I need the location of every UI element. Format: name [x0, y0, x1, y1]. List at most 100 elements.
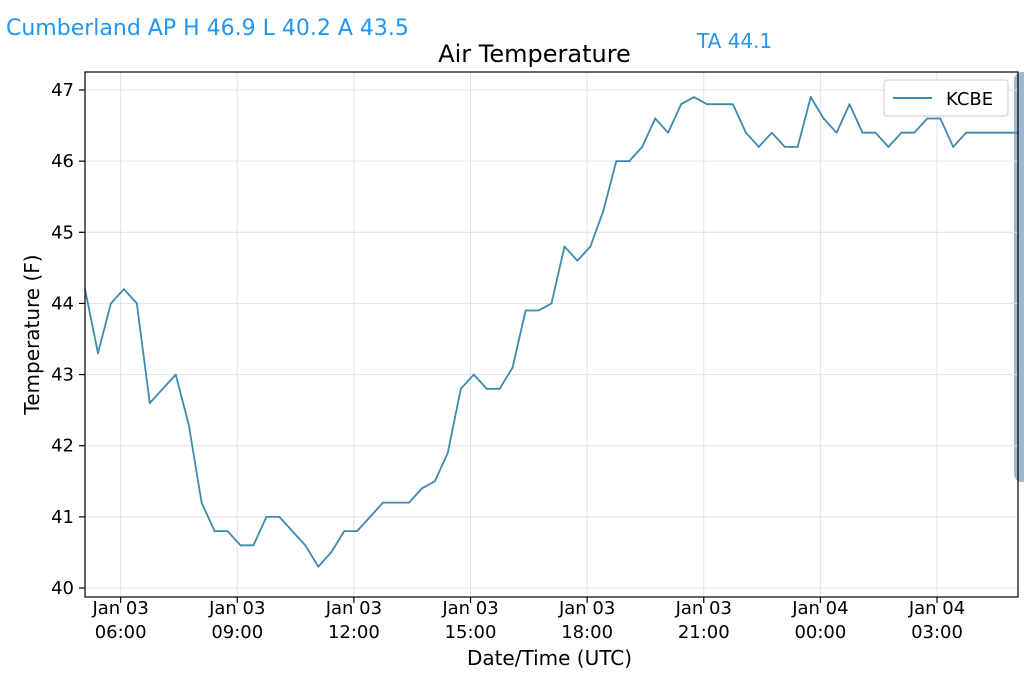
series-point	[706, 103, 708, 106]
series-point	[511, 366, 514, 369]
y-tick-layer: 40 41 42 43 44 45 46 47	[51, 80, 85, 599]
station-summary: Cumberland AP H 46.9 L 40.2 A 43.5	[6, 16, 409, 41]
series-point	[939, 117, 942, 120]
series-point	[278, 515, 281, 518]
series-point	[433, 480, 436, 483]
x-tick-time-label: 21:00	[678, 622, 730, 643]
series-point	[498, 387, 501, 390]
series-point	[330, 551, 333, 554]
y-tick-label: 41	[51, 507, 74, 528]
series-point	[174, 373, 177, 376]
series-point	[822, 117, 825, 120]
series-point	[122, 288, 125, 291]
plot-frame	[84, 71, 1019, 598]
series-point	[317, 565, 320, 568]
x-tick-date-label: Jan 03	[325, 598, 382, 619]
x-tick-date-label: Jan 03	[675, 598, 732, 619]
series-point	[485, 387, 488, 390]
series-layer	[84, 96, 1019, 568]
x-tick-date-label: Jan 04	[791, 598, 848, 619]
series-point	[304, 544, 307, 547]
series-point	[589, 245, 592, 248]
series-point	[783, 146, 786, 148]
y-tick-label: 47	[51, 80, 74, 101]
series-point	[200, 501, 203, 504]
series-point	[861, 131, 864, 134]
series-point	[135, 302, 138, 305]
x-tick-date-label: Jan 04	[908, 598, 965, 619]
series-point	[550, 302, 553, 305]
x-tick-time-label: 15:00	[445, 622, 497, 643]
scroll-handle[interactable]	[1014, 72, 1024, 482]
series-point	[615, 160, 618, 163]
series-point	[719, 103, 721, 106]
series-point	[770, 131, 773, 134]
x-tick-time-label: 12:00	[328, 622, 380, 643]
x-tick-time-label: 18:00	[561, 622, 613, 643]
x-tick-time-label: 03:00	[911, 622, 963, 643]
series-point	[796, 146, 799, 148]
y-tick-label: 45	[51, 222, 74, 243]
series-point	[537, 309, 540, 312]
series-point	[667, 131, 670, 134]
series-point	[965, 131, 968, 134]
series-point	[887, 146, 890, 148]
series-point	[472, 373, 475, 376]
series-point	[732, 103, 734, 106]
series-point	[952, 146, 955, 148]
x-tick-layer: Jan 03 06:00 Jan 03 09:00 Jan 03 12:00 Jan 03 1…	[91, 597, 965, 643]
y-tick-label: 40	[51, 578, 74, 599]
series-point	[1004, 131, 1006, 134]
series-point	[239, 544, 242, 547]
series-point	[602, 210, 605, 212]
series-point	[97, 352, 99, 355]
x-tick-date-label: Jan 03	[91, 598, 148, 619]
series-point	[835, 131, 838, 134]
x-tick-date-label: Jan 03	[441, 598, 498, 619]
series-point	[874, 131, 877, 134]
y-tick-label: 46	[51, 151, 74, 172]
chart-title: Air Temperature	[438, 40, 631, 68]
series-line-kcbe	[84, 96, 1018, 568]
series-point	[900, 131, 903, 134]
series-point	[148, 402, 151, 404]
series-point	[654, 117, 657, 120]
series-point	[395, 501, 397, 504]
series-point	[226, 530, 229, 532]
series-point	[252, 544, 255, 547]
x-tick-time-label: 00:00	[794, 622, 846, 643]
series-point	[628, 160, 631, 163]
series-point	[913, 131, 916, 134]
legend-label: KCBE	[946, 89, 993, 110]
legend: KCBE	[883, 79, 1009, 117]
x-tick-time-label: 09:00	[211, 622, 263, 643]
grid-layer	[85, 72, 1018, 597]
y-tick-label: 44	[51, 293, 74, 314]
series-point	[926, 117, 929, 120]
average-temperature-label: TA 44.1	[697, 29, 773, 53]
y-axis-title: Temperature (F)	[20, 254, 44, 415]
series-point	[408, 501, 410, 504]
series-point	[757, 146, 760, 148]
x-tick-date-label: Jan 03	[558, 598, 615, 619]
series-point	[524, 309, 527, 312]
series-point	[446, 451, 449, 454]
series-point	[809, 96, 812, 99]
series-point	[343, 530, 346, 532]
series-point	[213, 530, 216, 532]
series-point	[576, 259, 579, 262]
y-tick-label: 43	[51, 365, 74, 386]
series-point	[265, 515, 268, 518]
series-point	[680, 103, 682, 106]
legend-box	[883, 79, 1009, 117]
series-point	[291, 530, 294, 532]
series-point	[369, 515, 371, 518]
series-point	[693, 96, 695, 99]
series-point	[991, 131, 993, 134]
x-tick-date-label: Jan 03	[208, 598, 265, 619]
series-point	[356, 530, 359, 532]
x-axis-title: Date/Time (UTC)	[467, 646, 632, 670]
y-tick-label: 42	[51, 436, 74, 457]
series-point	[978, 131, 981, 134]
